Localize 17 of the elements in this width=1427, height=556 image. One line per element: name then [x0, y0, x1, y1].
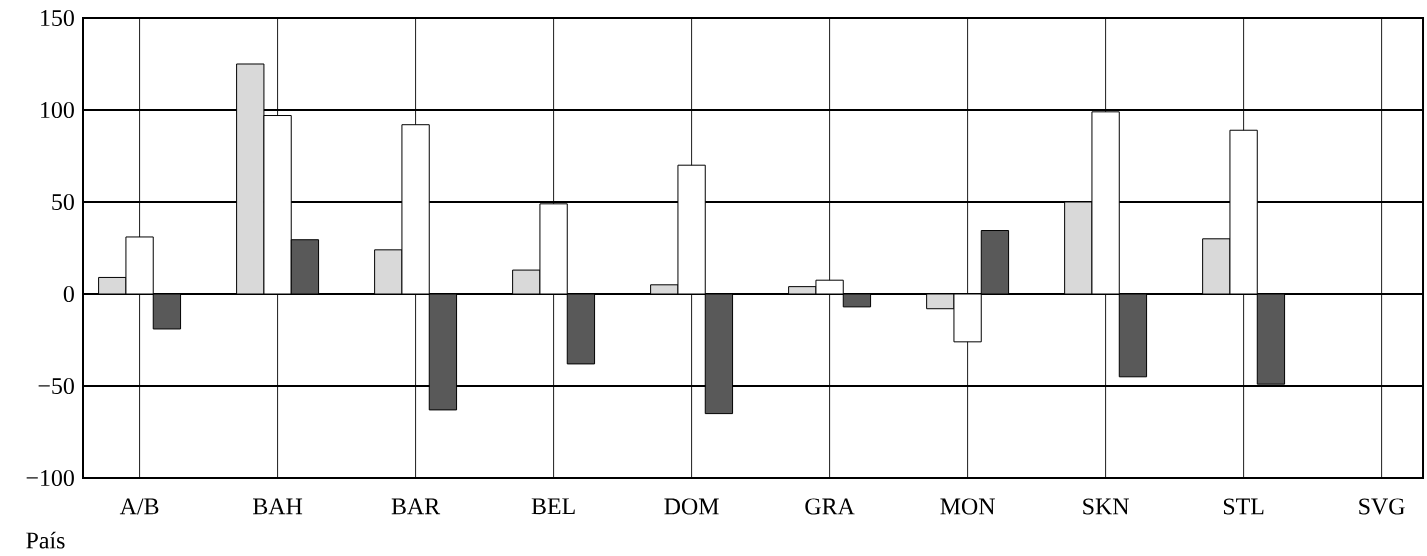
- y-tick-label: 150: [41, 9, 74, 27]
- y-tick-label: 0: [63, 285, 74, 303]
- y-tick-label: 50: [52, 193, 74, 211]
- x-tick-label: BEL: [531, 498, 575, 515]
- x-tick-label: GRA: [805, 498, 855, 515]
- y-tick-label: −50: [38, 377, 74, 395]
- x-tick-label: SVG: [1359, 498, 1405, 515]
- y-tick-label: −100: [26, 469, 74, 487]
- x-axis-title: País: [26, 531, 65, 549]
- x-tick-label: BAR: [391, 498, 441, 515]
- x-tick-label: BAH: [253, 498, 303, 515]
- y-tick-label: 100: [41, 101, 74, 119]
- x-tick-label: DOM: [664, 498, 719, 515]
- x-tick-label: STL: [1223, 498, 1264, 515]
- x-tick-label: MON: [940, 498, 995, 515]
- x-tick-label: A/B: [119, 498, 159, 515]
- x-tick-label: SKN: [1083, 498, 1129, 515]
